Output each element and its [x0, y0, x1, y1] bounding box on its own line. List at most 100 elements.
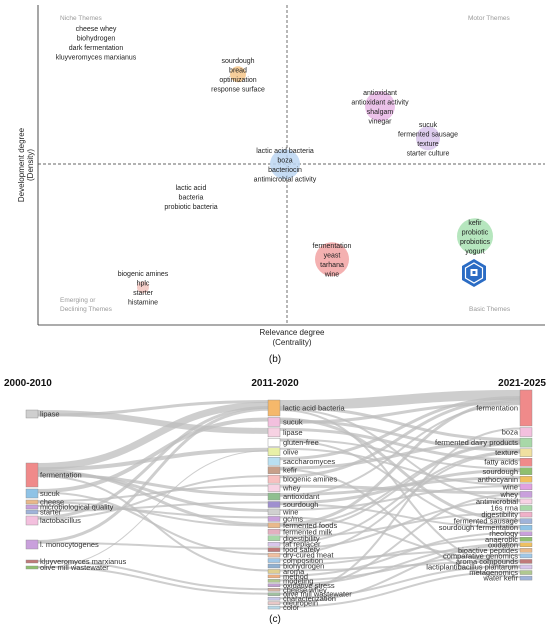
sankey-node-label: whey: [282, 484, 301, 493]
sankey-node-label: olive mill wastewater: [283, 590, 352, 599]
cluster-label: lactic acid bacteria: [256, 148, 314, 155]
cluster-label: yogurt: [465, 249, 485, 256]
sankey-node-label: fermented milk: [283, 527, 332, 536]
cluster-label: cheese whey: [76, 26, 117, 33]
cluster-label: probiotic bacteria: [164, 204, 217, 211]
sankey-node-label: gc/ms: [283, 514, 303, 523]
flow-band: [37, 475, 269, 520]
x-axis-title: Relevance degree: [260, 328, 325, 337]
sankey-node: [267, 529, 281, 535]
sankey-node: [519, 427, 533, 437]
sankey-node: [25, 559, 39, 564]
sankey-node: [25, 462, 39, 488]
flow-band: [37, 406, 269, 519]
flow-group: [37, 390, 521, 609]
sankey-node: [519, 570, 533, 575]
flow-band: [37, 447, 269, 472]
cluster-label: texture: [417, 141, 439, 148]
sankey-node: [519, 537, 533, 542]
sankey-node-label: wine: [282, 507, 298, 516]
sankey-node-label: antioxidant: [283, 492, 320, 501]
sankey-node: [519, 467, 533, 475]
cluster-label: bacteria: [179, 195, 204, 202]
sankey-node-label: starter: [40, 508, 62, 517]
sankey-node: [267, 417, 281, 427]
sankey-node: [519, 553, 533, 559]
sankey-node: [267, 427, 281, 438]
sankey-node: [25, 515, 39, 526]
sankey-node: [519, 511, 533, 518]
sankey-node-label: olive mill wastewater: [40, 563, 109, 572]
cluster-label: fermented sausage: [398, 132, 458, 139]
sankey-node-label: saccharomyces: [283, 457, 335, 466]
sankey-node-label: aroma: [283, 567, 305, 576]
flow-band: [279, 553, 521, 582]
quadrant-label-motor: Motor Themes: [468, 15, 511, 22]
cluster-label: kefir: [468, 220, 482, 227]
flow-band: [37, 541, 269, 550]
sankey-node-label: metagenomics: [469, 568, 518, 577]
flow-band: [279, 500, 521, 550]
sankey-node-label: fermentation: [40, 471, 82, 480]
sankey-node: [267, 466, 281, 474]
flow-band: [37, 401, 269, 470]
sankey-node: [519, 559, 533, 564]
flow-band: [279, 390, 521, 410]
period-label-2: 2011-2020: [251, 378, 299, 389]
sankey-node-label: l. monocytogenes: [40, 540, 99, 549]
period-label-3: 2021-2025: [498, 378, 546, 389]
thematic-map: Niche Themes Motor Themes Emerging or De…: [17, 5, 545, 365]
cluster-label: bacteriocin: [268, 167, 302, 174]
sankey-node-label: digestibility: [283, 534, 320, 543]
flow-band: [37, 400, 269, 417]
sankey-node: [25, 488, 39, 499]
sankey-node-label: oxidative stress: [283, 581, 335, 590]
sankey-node-label: characterization: [283, 594, 336, 603]
cluster-label: yeast: [324, 253, 341, 260]
sankey-node: [519, 483, 533, 491]
cluster-label: shalgam: [367, 109, 394, 116]
cluster-label: dark fermentation: [69, 45, 124, 52]
sankey-node: [267, 457, 281, 466]
flow-band: [279, 406, 521, 442]
y-axis-subtitle: (Density): [26, 149, 35, 181]
sankey-node-label: digestibility: [481, 510, 518, 519]
sankey-node: [267, 547, 281, 552]
sankey-node-label: lactobacillus: [40, 516, 81, 525]
cluster-bubble-fermentation: [315, 242, 349, 277]
sankey-node-label: antimicrobial: [476, 497, 518, 506]
sankey-node: [519, 437, 533, 448]
sankey-node: [267, 558, 281, 563]
sankey-node-label: olive: [283, 447, 298, 456]
sankey-node: [519, 575, 533, 581]
sankey-node: [519, 491, 533, 498]
cluster-bubble-sucuk: [416, 126, 440, 151]
sankey-node: [519, 476, 533, 483]
sankey-node: [267, 552, 281, 558]
sankey-node: [267, 605, 281, 610]
sankey-node: [519, 505, 533, 511]
flow-band: [279, 409, 521, 569]
sankey-node: [267, 438, 281, 447]
cluster-label: hplc: [137, 281, 150, 288]
cluster-label: sourdough: [221, 58, 254, 65]
flow-band: [279, 447, 521, 486]
sankey-node-label: sourdough: [283, 500, 318, 509]
sankey-node: [25, 504, 39, 510]
sankey-node-label: method: [283, 572, 308, 581]
sankey-node-label: oleuropein: [283, 599, 318, 608]
cluster-label: fermentation: [313, 243, 352, 250]
sankey-node: [519, 498, 533, 505]
sankey-node-label: biohydrogen: [283, 562, 324, 571]
sankey-node: [267, 399, 281, 417]
cluster-label: probiotic: [462, 230, 489, 237]
cluster-group: cheese whey biohydrogen dark fermentation k…: [56, 26, 493, 307]
flow-band: [279, 439, 521, 470]
sankey-node-label: lactiplantibacillus plantarum: [426, 563, 518, 572]
sankey-node-label: 16s rrna: [490, 504, 518, 513]
cluster-label: kluyveromyces marxianus: [56, 55, 137, 62]
flow-band: [279, 451, 521, 556]
cluster-label: bread: [229, 68, 247, 75]
flow-band: [37, 501, 269, 527]
